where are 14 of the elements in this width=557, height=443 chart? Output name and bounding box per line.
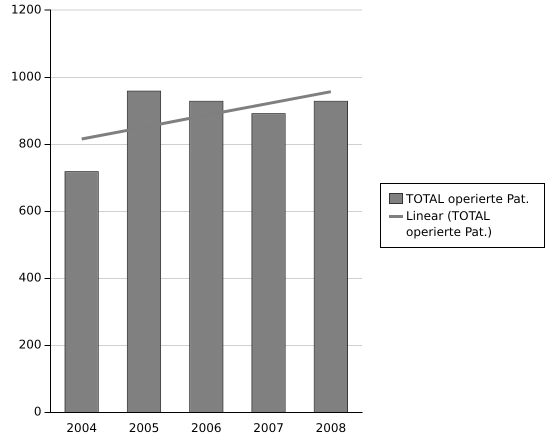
y-tick-label: 400 [18, 270, 42, 285]
x-tick-label: 2008 [316, 420, 346, 435]
y-tick-label: 1000 [10, 69, 42, 84]
y-tick-label: 200 [18, 338, 42, 352]
y-tick-label: 1200 [10, 2, 42, 16]
y-tick-label: 600 [18, 204, 42, 218]
legend-label: Linear (TOTAL operierte Pat.) [406, 208, 494, 240]
x-tick-label: 2004 [66, 420, 97, 435]
x-tick-label: 2005 [128, 420, 160, 435]
y-tick-label: 800 [18, 136, 42, 150]
y-tick-label: 0 [34, 404, 42, 419]
x-tick-label: 2006 [190, 420, 222, 435]
legend-label: TOTAL operierte Pat. [406, 191, 530, 207]
x-tick-label: 2007 [253, 420, 284, 435]
